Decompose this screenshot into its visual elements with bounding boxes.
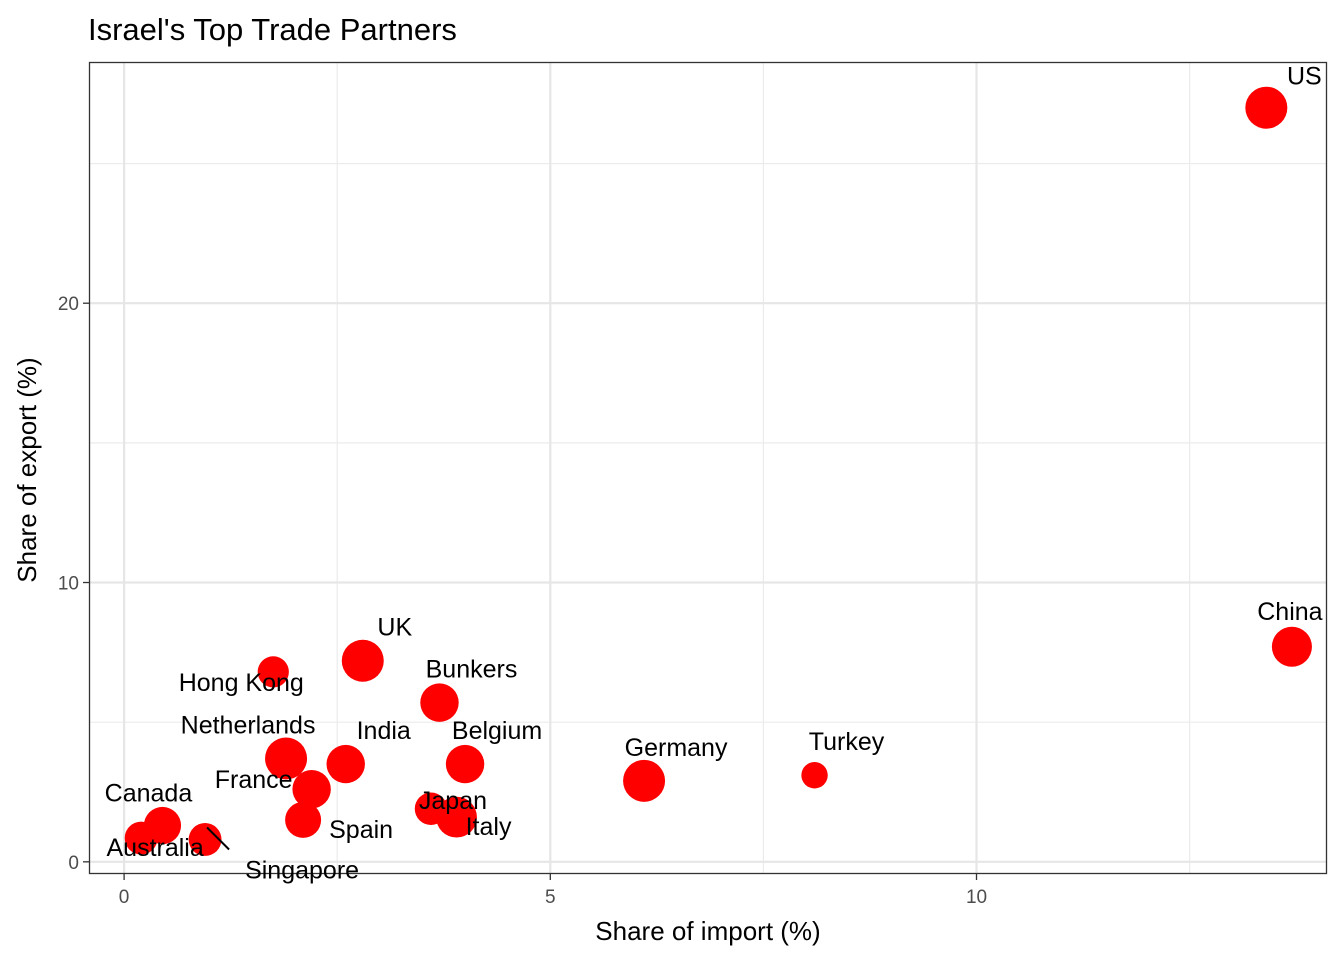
label-germany: Germany: [625, 734, 728, 762]
label-us: US: [1287, 63, 1322, 91]
x-tick-label: 10: [966, 887, 987, 908]
y-tick-label: 10: [58, 574, 79, 595]
label-turkey: Turkey: [809, 728, 885, 756]
grid: [90, 63, 1326, 873]
label-singapore: Singapore: [245, 856, 359, 884]
label-canada: Canada: [105, 780, 193, 808]
point-netherlands: [265, 737, 308, 780]
y-tick-label: 20: [58, 294, 79, 315]
point-singapore: [188, 823, 222, 856]
label-belgium: Belgium: [452, 717, 542, 745]
label-bunkers: Bunkers: [426, 656, 518, 684]
point-belgium: [445, 744, 485, 784]
label-france: France: [215, 766, 293, 794]
points: [124, 86, 1312, 856]
point-us: [1245, 86, 1288, 129]
point-hong-kong: [257, 656, 289, 688]
point-italy: [436, 796, 477, 838]
x-axis-title: Share of import (%): [595, 916, 820, 946]
label-italy: Italy: [466, 813, 512, 841]
label-india: India: [357, 717, 411, 745]
y-tick-label: 0: [68, 853, 79, 874]
ticks: 0 5 10 0 10 20: [58, 294, 987, 908]
label-netherlands: Netherlands: [181, 711, 316, 739]
point-uk: [341, 639, 384, 682]
x-tick-label: 5: [545, 887, 556, 908]
point-china: [1271, 626, 1312, 667]
point-bunkers: [420, 683, 459, 722]
leader-line-singapore: [206, 826, 230, 851]
label-australia: Australia: [107, 834, 204, 862]
label-spain: Spain: [329, 816, 393, 844]
label-hong-kong: Hong Kong: [179, 669, 304, 697]
point-germany: [623, 759, 666, 802]
point-spain: [285, 801, 322, 838]
label-uk: UK: [377, 614, 412, 642]
chart-title: Israel's Top Trade Partners: [88, 12, 457, 47]
point-australia: [124, 821, 158, 855]
point-turkey: [801, 762, 828, 789]
plot-border: [88, 61, 1328, 875]
label-china: China: [1257, 598, 1322, 626]
label-japan: Japan: [419, 787, 487, 815]
point-india: [326, 744, 365, 784]
y-axis-title: Share of export (%): [12, 357, 42, 582]
point-labels: US China Turkey Germany UK Hong Kong Bunkers Ne…: [105, 63, 1323, 885]
point-france: [292, 770, 331, 809]
x-tick-label: 0: [119, 887, 130, 908]
